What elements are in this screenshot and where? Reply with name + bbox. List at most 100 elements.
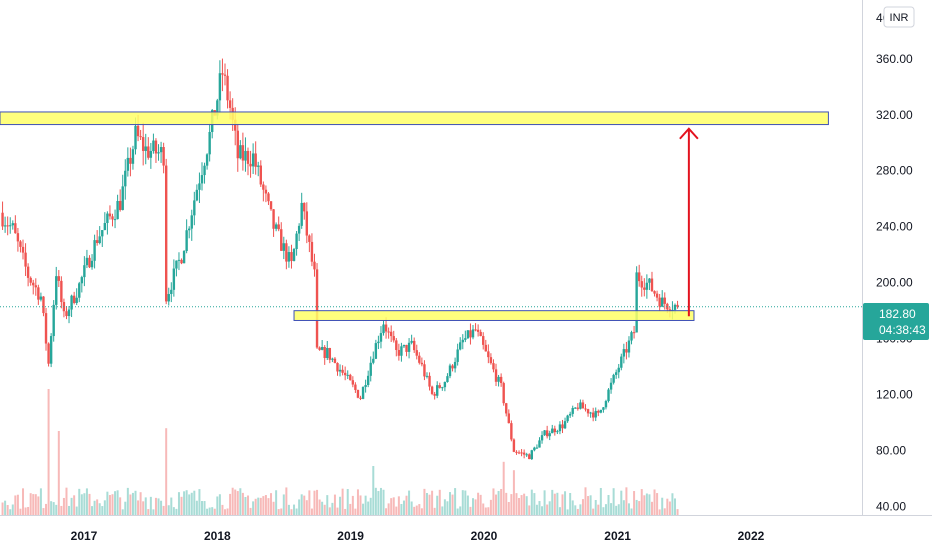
volume-bar: [108, 495, 111, 515]
candle: [438, 382, 441, 389]
volume-bar: [272, 501, 275, 515]
volume-bar: [584, 487, 587, 515]
volume-bar: [282, 494, 285, 515]
time-axis[interactable]: 2017 2018 2019 2020 2021 2022: [71, 529, 765, 543]
volume-bar: [454, 488, 457, 515]
candle: [285, 239, 288, 270]
candle: [241, 132, 245, 171]
candle: [459, 337, 462, 351]
candle: [223, 63, 227, 86]
volume-bar: [147, 509, 150, 515]
volume-bar: [643, 495, 646, 515]
volume-bar: [60, 505, 63, 515]
candle: [338, 364, 342, 377]
volume-bar: [80, 494, 83, 515]
volume-bar: [198, 489, 201, 515]
candle: [257, 161, 260, 177]
candle: [328, 347, 332, 364]
candle: [32, 279, 35, 295]
candle: [533, 446, 536, 452]
candle: [471, 325, 475, 340]
candle: [632, 325, 636, 339]
volume-bar: [114, 491, 117, 515]
candle: [456, 343, 459, 366]
volume-bar: [640, 489, 643, 515]
volume-bar: [231, 487, 234, 515]
candle: [70, 294, 73, 318]
candle: [448, 363, 452, 379]
volume-bar: [505, 492, 508, 515]
candle: [382, 320, 385, 336]
volume-bar: [131, 492, 134, 515]
candle: [507, 409, 510, 424]
resistance-zone[interactable]: [0, 111, 829, 126]
volume-bar: [98, 503, 101, 515]
volume-bar: [295, 508, 298, 515]
candle: [474, 323, 477, 332]
time-tick-label: 2021: [604, 529, 631, 543]
price-tick-label: 80.00: [876, 444, 906, 458]
price-tick-label: 360.00: [876, 52, 913, 66]
volume-bar: [34, 494, 37, 515]
candle: [372, 351, 375, 365]
candle: [200, 162, 204, 191]
candle: [415, 344, 418, 360]
candle: [295, 231, 298, 256]
volume-bar: [249, 507, 252, 515]
candle: [354, 382, 357, 393]
volume-bar: [257, 497, 260, 515]
volume-bar: [367, 501, 370, 515]
candle: [466, 330, 470, 339]
currency-badge[interactable]: INR: [883, 6, 915, 28]
candle: [95, 230, 99, 246]
volume-bar: [448, 492, 451, 515]
volume-bar: [229, 493, 232, 515]
candle: [446, 373, 449, 383]
candle: [52, 300, 55, 342]
volume-bar: [615, 505, 618, 515]
volume-bar: [85, 488, 88, 515]
price-tick-label: 280.00: [876, 164, 913, 178]
candle: [9, 217, 12, 234]
volume-bar: [579, 504, 582, 515]
volume-bar: [344, 508, 347, 515]
volume-bar: [635, 499, 638, 515]
volume-bar: [625, 487, 628, 515]
volume-bar: [316, 489, 319, 515]
volume-bar: [73, 495, 76, 515]
candle: [152, 133, 155, 154]
candle: [297, 223, 301, 242]
volume-bar: [216, 496, 219, 515]
candle: [34, 278, 37, 296]
candle: [387, 327, 390, 339]
candle: [126, 147, 130, 177]
target-arrow[interactable]: [679, 127, 699, 317]
volume-bar: [333, 494, 336, 515]
volume-bar: [55, 504, 58, 515]
candle: [221, 58, 224, 92]
volume-bar: [37, 496, 40, 515]
volume-bar: [119, 497, 122, 515]
volume-bar: [676, 509, 679, 515]
candle: [517, 450, 521, 455]
volume-bar: [346, 489, 349, 515]
volume-bar: [592, 508, 595, 515]
volume-bar: [599, 487, 602, 515]
candle: [492, 359, 495, 373]
volume-bar: [211, 507, 214, 515]
volume-bar: [328, 507, 331, 515]
candle: [55, 266, 58, 310]
last-price-value: 182.80: [879, 307, 916, 321]
volume-bar: [27, 506, 30, 515]
volume-bar: [607, 495, 610, 515]
volume-bar: [241, 492, 244, 515]
candle: [267, 192, 270, 206]
candle: [3, 216, 7, 233]
volume-bar: [298, 499, 301, 515]
volume-bar: [180, 496, 183, 515]
volume-bar: [515, 493, 518, 515]
volume-bar: [546, 504, 549, 515]
support-zone[interactable]: [293, 310, 695, 321]
volume-bar: [247, 495, 250, 515]
